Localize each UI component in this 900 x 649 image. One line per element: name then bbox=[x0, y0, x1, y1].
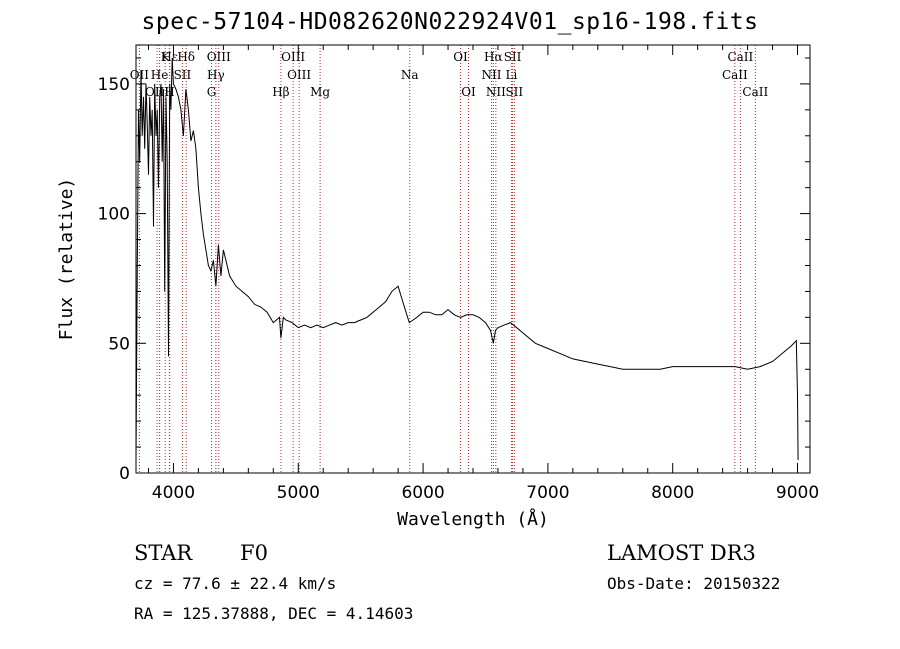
x-tick-label: 5000 bbox=[277, 483, 320, 503]
line-marker-label: G bbox=[207, 85, 217, 99]
line-marker-label: Hα bbox=[484, 50, 503, 64]
plot-frame bbox=[135, 44, 811, 474]
x-axis-label: Wavelength (Å) bbox=[397, 508, 549, 530]
axis-ticks: 4000 5000 6000 7000 8000 9000 0 50 100 150 bbox=[98, 45, 819, 503]
y-tick-label: 50 bbox=[108, 334, 130, 354]
line-marker-label: He bbox=[151, 68, 169, 82]
line-marker-label: NII bbox=[486, 85, 506, 99]
line-marker-label: OIII bbox=[207, 50, 231, 64]
x-tick-label: 4000 bbox=[152, 483, 195, 503]
line-marker-label: Mg bbox=[310, 85, 330, 99]
x-tick-label: 7000 bbox=[526, 483, 569, 503]
line-marker-label: OII bbox=[130, 68, 150, 82]
x-tick-label: 6000 bbox=[401, 483, 444, 503]
line-marker-group bbox=[138, 45, 756, 473]
redshift-cz: cz = 77.6 ± 22.4 km/s bbox=[134, 574, 337, 593]
line-marker-label: OIII bbox=[287, 68, 311, 82]
coordinates: RA = 125.37888, DEC = 4.14603 bbox=[134, 604, 414, 623]
object-subclass: F0 bbox=[240, 541, 268, 565]
line-marker-label: OI bbox=[453, 50, 468, 64]
survey-name: LAMOST DR3 bbox=[607, 541, 756, 565]
line-marker-label: OIII bbox=[281, 50, 305, 64]
y-axis-label: Flux (relative) bbox=[56, 178, 77, 341]
line-marker-label: Na bbox=[401, 68, 419, 82]
spectrum-line bbox=[135, 57, 799, 461]
y-tick-label: 100 bbox=[98, 205, 130, 225]
x-tick-label: 9000 bbox=[776, 483, 819, 503]
line-marker-label: NII bbox=[481, 68, 501, 82]
y-tick-label: 150 bbox=[98, 75, 130, 95]
object-class: STAR bbox=[134, 541, 193, 565]
line-marker-label: OI bbox=[461, 85, 476, 99]
line-marker-label: CaII bbox=[722, 68, 748, 82]
line-marker-label: SII bbox=[174, 68, 192, 82]
chart-title: spec-57104-HD082620N022924V01_sp16-198.f… bbox=[141, 9, 759, 35]
line-marker-label: Hβ bbox=[272, 85, 289, 99]
y-tick-label: 0 bbox=[119, 464, 130, 484]
line-marker-label: SII bbox=[504, 50, 522, 64]
line-marker-label: Li bbox=[506, 68, 518, 82]
line-marker-label: K bbox=[161, 50, 171, 64]
x-tick-label: 8000 bbox=[651, 483, 694, 503]
line-marker-label: SII bbox=[505, 85, 523, 99]
line-marker-label: CaII bbox=[727, 50, 753, 64]
observation-date: Obs-Date: 20150322 bbox=[607, 574, 781, 593]
line-marker-label: Hγ bbox=[207, 68, 225, 82]
line-marker-label: Hδ bbox=[177, 50, 195, 64]
line-marker-label: CaII bbox=[742, 85, 768, 99]
